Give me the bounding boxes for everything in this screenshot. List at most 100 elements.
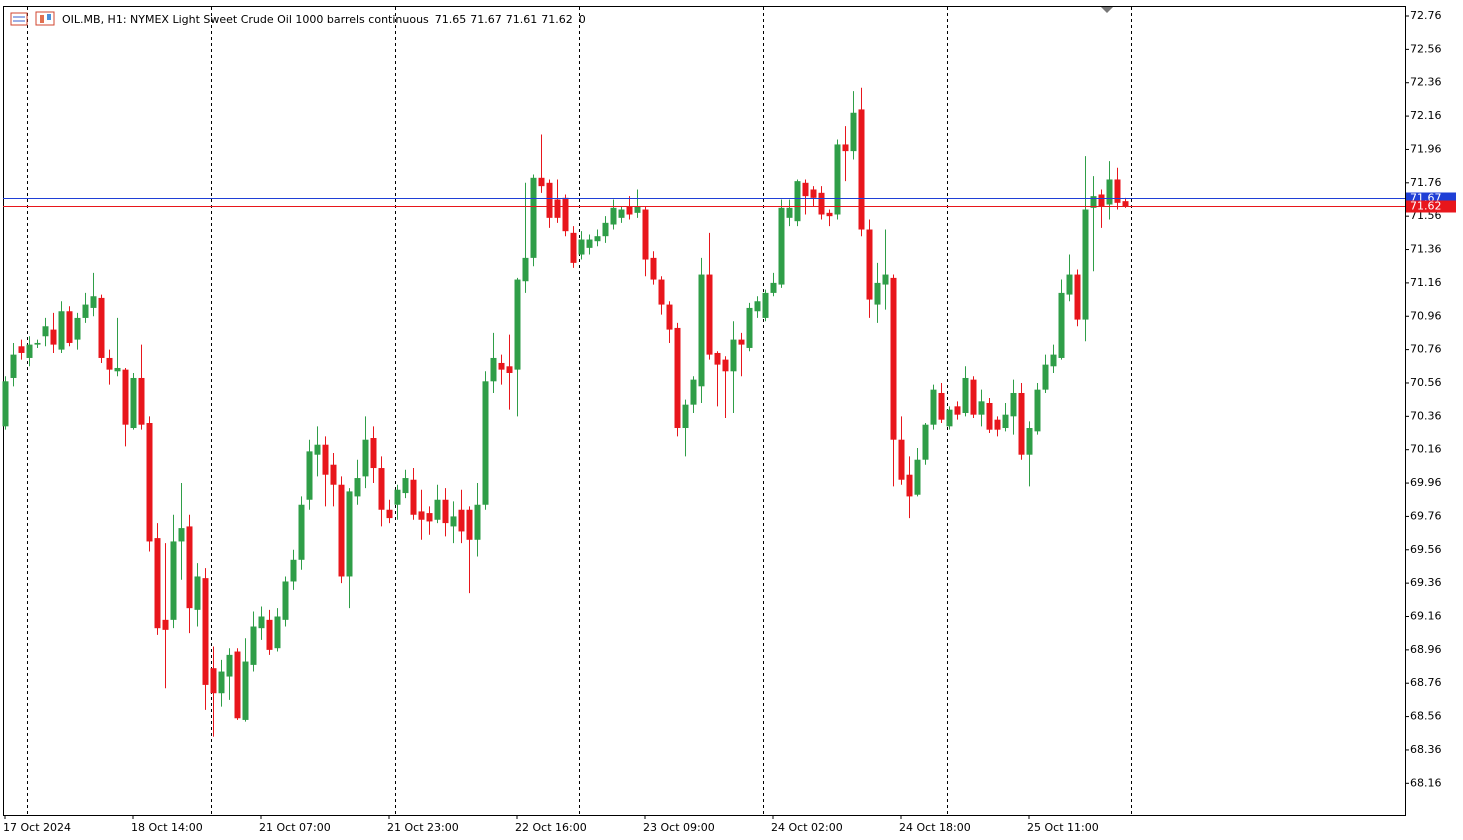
candle-body: [362, 439, 369, 477]
candle-body: [994, 419, 1001, 430]
candle-body: [26, 344, 33, 358]
candle-body: [554, 199, 561, 218]
candle-body: [490, 357, 497, 382]
y-tick-label: 71.16: [1410, 276, 1442, 289]
candle-body: [250, 626, 257, 665]
x-tick-label: 22 Oct 16:00: [515, 821, 587, 834]
candle-body: [1034, 389, 1041, 432]
candle-body: [1010, 392, 1017, 417]
x-tick-label: 18 Oct 14:00: [131, 821, 203, 834]
candle-body: [82, 304, 89, 318]
candle-body: [426, 513, 433, 522]
y-tick-label: 69.36: [1410, 576, 1442, 589]
candle-body: [658, 279, 665, 305]
candle-body: [786, 207, 793, 218]
candle-body: [530, 177, 537, 258]
candle-body: [330, 464, 337, 485]
candle-body: [1122, 201, 1129, 207]
y-tick-label: 70.76: [1410, 343, 1442, 356]
candle-body: [826, 212, 833, 217]
candle-body: [146, 423, 153, 542]
candle-body: [298, 504, 305, 560]
candle-body: [234, 651, 241, 719]
candle-body: [186, 526, 193, 609]
header-icons: [10, 11, 55, 26]
candle-body: [90, 296, 97, 308]
candle-body: [1050, 354, 1057, 367]
candle-body: [178, 528, 185, 542]
header-value: 71.62: [541, 13, 573, 26]
candle-body: [802, 182, 809, 197]
candle-body: [714, 352, 721, 365]
candle-body: [154, 538, 161, 629]
candle-body: [242, 661, 249, 720]
candle-body: [794, 181, 801, 222]
candle-body: [138, 377, 145, 425]
y-tick-label: 71.36: [1410, 243, 1442, 256]
candle-body: [762, 292, 769, 318]
candle-body: [778, 207, 785, 285]
candle-body: [682, 404, 689, 429]
candle-body: [986, 402, 993, 430]
y-tick-label: 70.36: [1410, 409, 1442, 422]
candle-body: [162, 619, 169, 630]
shift-marker: [1101, 7, 1113, 13]
x-tick-label: 21 Oct 23:00: [387, 821, 459, 834]
candle-body: [906, 474, 913, 497]
candle-body: [34, 342, 41, 345]
candle-body: [962, 377, 969, 414]
y-tick-label: 69.16: [1410, 610, 1442, 623]
candle-body: [626, 206, 633, 215]
candle-body: [946, 409, 953, 427]
header-value: 71.61: [506, 13, 538, 26]
candle-body: [442, 499, 449, 524]
candle-body: [386, 509, 393, 519]
candle-body: [898, 439, 905, 480]
candle-body: [1114, 179, 1121, 203]
candle-body: [842, 144, 849, 152]
candle-body: [66, 311, 73, 343]
x-tick-label: 24 Oct 02:00: [771, 821, 843, 834]
candle-body: [578, 239, 585, 255]
candle-body: [218, 671, 225, 694]
y-tick-label: 70.96: [1410, 309, 1442, 322]
candle-body: [1090, 196, 1097, 208]
price-label-box: [1406, 200, 1456, 213]
candle-body: [618, 209, 625, 218]
y-tick-label: 72.36: [1410, 76, 1442, 89]
candle-body: [1018, 392, 1025, 455]
candle-body: [738, 339, 745, 345]
candle-body: [938, 392, 945, 420]
candle-body: [546, 182, 553, 218]
y-tick-label: 69.96: [1410, 476, 1442, 489]
candle-body: [650, 257, 657, 280]
candle-body: [730, 339, 737, 372]
icon: [47, 14, 51, 20]
y-tick-label: 68.36: [1410, 743, 1442, 756]
candle-body: [18, 346, 25, 353]
candle-body: [1074, 274, 1081, 320]
x-tick-label: 21 Oct 07:00: [259, 821, 331, 834]
candle-body: [706, 274, 713, 355]
candle-body: [450, 516, 457, 527]
candle-body: [10, 354, 17, 378]
candle-body: [930, 389, 937, 425]
candle-body: [610, 207, 617, 225]
header-value: 71.67: [470, 13, 502, 26]
header-volume: 0: [579, 13, 586, 26]
y-tick-label: 72.76: [1410, 9, 1442, 22]
x-tick-label: 23 Oct 09:00: [643, 821, 715, 834]
header-value: 71.65: [435, 13, 467, 26]
x-tick-label: 24 Oct 18:00: [899, 821, 971, 834]
chart-header: OIL.MB, H1: NYMEX Light Sweet Crude Oil …: [62, 13, 586, 26]
candle-body: [866, 229, 873, 300]
candle-body: [514, 279, 521, 370]
candle-body: [122, 369, 129, 425]
y-tick-label: 69.76: [1410, 509, 1442, 522]
candle-body: [690, 379, 697, 405]
candle-body: [338, 484, 345, 577]
candle-body: [2, 381, 9, 427]
candle-body: [970, 379, 977, 415]
y-tick-label: 68.96: [1410, 643, 1442, 656]
y-tick-label: 68.56: [1410, 710, 1442, 723]
